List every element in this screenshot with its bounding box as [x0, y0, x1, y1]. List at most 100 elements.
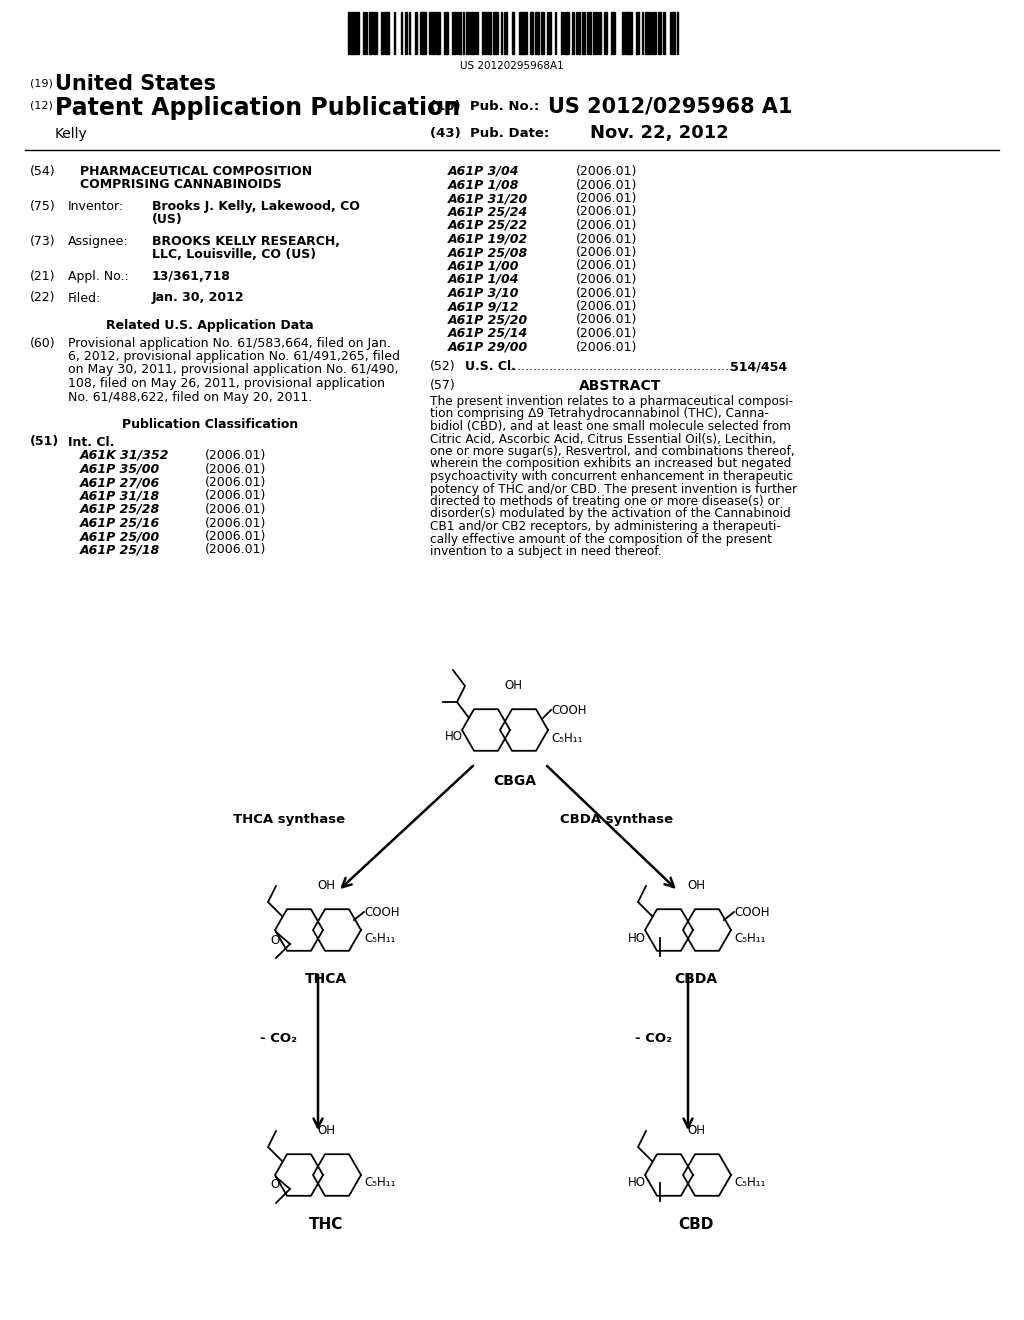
Text: COOH: COOH: [734, 906, 769, 919]
Bar: [672, 12, 674, 54]
Text: OH: OH: [687, 879, 705, 892]
Text: (2006.01): (2006.01): [205, 503, 266, 516]
Text: A61P 31/18: A61P 31/18: [80, 490, 160, 503]
Text: Kelly: Kelly: [55, 127, 88, 141]
Text: COOH: COOH: [551, 704, 587, 717]
Text: HO: HO: [445, 730, 463, 742]
Text: (2006.01): (2006.01): [575, 327, 637, 341]
Text: THC: THC: [309, 1217, 343, 1232]
Text: OH: OH: [504, 678, 522, 692]
Text: (2006.01): (2006.01): [575, 165, 637, 178]
Text: (2006.01): (2006.01): [575, 191, 637, 205]
Bar: [406, 12, 407, 54]
Bar: [352, 12, 355, 54]
Text: (2006.01): (2006.01): [205, 531, 266, 543]
Text: BROOKS KELLY RESEARCH,: BROOKS KELLY RESEARCH,: [152, 235, 340, 248]
Bar: [454, 12, 456, 54]
Bar: [420, 12, 422, 54]
Text: A61P 25/08: A61P 25/08: [449, 246, 528, 259]
Bar: [625, 12, 627, 54]
Text: Publication Classification: Publication Classification: [122, 418, 298, 432]
Text: (2006.01): (2006.01): [575, 178, 637, 191]
Text: C₅H₁₁: C₅H₁₁: [734, 932, 766, 945]
Text: bidiol (CBD), and at least one small molecule selected from: bidiol (CBD), and at least one small mol…: [430, 420, 791, 433]
Text: (60): (60): [30, 337, 55, 350]
Text: - CO₂: - CO₂: [635, 1031, 672, 1044]
Bar: [605, 12, 607, 54]
Text: CBD: CBD: [678, 1217, 714, 1232]
Text: Appl. No.:: Appl. No.:: [68, 271, 129, 282]
Bar: [522, 12, 524, 54]
Bar: [593, 12, 596, 54]
Bar: [525, 12, 527, 54]
Text: (21): (21): [30, 271, 55, 282]
Text: U.S. Cl.: U.S. Cl.: [465, 360, 516, 374]
Bar: [653, 12, 656, 54]
Text: Assignee:: Assignee:: [68, 235, 129, 248]
Text: (52): (52): [430, 360, 456, 374]
Bar: [489, 12, 490, 54]
Text: (2006.01): (2006.01): [575, 286, 637, 300]
Text: tion comprising Δ9 Tetrahydrocannabinol (THC), Canna-: tion comprising Δ9 Tetrahydrocannabinol …: [430, 408, 769, 421]
Bar: [381, 12, 383, 54]
Bar: [561, 12, 563, 54]
Text: 108, filed on May 26, 2011, provisional application: 108, filed on May 26, 2011, provisional …: [68, 378, 385, 389]
Text: A61P 25/18: A61P 25/18: [80, 544, 160, 557]
Bar: [348, 12, 350, 54]
Text: US 20120295968A1: US 20120295968A1: [460, 61, 564, 71]
Bar: [350, 12, 352, 54]
Text: (2006.01): (2006.01): [575, 341, 637, 354]
Text: A61P 25/00: A61P 25/00: [80, 531, 160, 543]
Text: - CO₂: - CO₂: [260, 1031, 297, 1044]
Text: (2006.01): (2006.01): [575, 232, 637, 246]
Text: The present invention relates to a pharmaceutical composi-: The present invention relates to a pharm…: [430, 395, 794, 408]
Text: (19): (19): [30, 78, 53, 88]
Text: O: O: [270, 933, 280, 946]
Bar: [362, 12, 365, 54]
Text: C₅H₁₁: C₅H₁₁: [364, 932, 395, 945]
Text: invention to a subject in need thereof.: invention to a subject in need thereof.: [430, 545, 662, 558]
Text: Provisional application No. 61/583,664, filed on Jan.: Provisional application No. 61/583,664, …: [68, 337, 391, 350]
Text: HO: HO: [628, 1176, 646, 1189]
Text: (73): (73): [30, 235, 55, 248]
Bar: [476, 12, 478, 54]
Text: CBDA synthase: CBDA synthase: [560, 813, 673, 826]
Text: Related U.S. Application Data: Related U.S. Application Data: [106, 319, 313, 333]
Text: directed to methods of treating one or more disease(s) or: directed to methods of treating one or m…: [430, 495, 780, 508]
Text: (2006.01): (2006.01): [205, 462, 266, 475]
Text: Citric Acid, Ascorbic Acid, Citrus Essential Oil(s), Lecithin,: Citric Acid, Ascorbic Acid, Citrus Essen…: [430, 433, 776, 446]
Text: (54): (54): [30, 165, 55, 178]
Text: wherein the composition exhibits an increased but negated: wherein the composition exhibits an incr…: [430, 458, 792, 470]
Text: A61P 19/02: A61P 19/02: [449, 232, 528, 246]
Text: (22): (22): [30, 292, 55, 305]
Bar: [357, 12, 359, 54]
Text: A61P 35/00: A61P 35/00: [80, 462, 160, 475]
Text: (2006.01): (2006.01): [575, 246, 637, 259]
Text: THCA synthase: THCA synthase: [232, 813, 345, 826]
Text: A61P 27/06: A61P 27/06: [80, 477, 160, 488]
Text: A61P 1/08: A61P 1/08: [449, 178, 519, 191]
Bar: [565, 12, 567, 54]
Bar: [613, 12, 615, 54]
Text: A61P 25/22: A61P 25/22: [449, 219, 528, 232]
Bar: [484, 12, 486, 54]
Text: (2006.01): (2006.01): [575, 260, 637, 272]
Text: 6, 2012, provisional application No. 61/491,265, filed: 6, 2012, provisional application No. 61/…: [68, 350, 400, 363]
Bar: [429, 12, 431, 54]
Bar: [444, 12, 446, 54]
Text: A61P 1/00: A61P 1/00: [449, 260, 519, 272]
Text: O: O: [270, 1179, 280, 1192]
Text: (12): (12): [30, 100, 53, 110]
Text: (2006.01): (2006.01): [575, 300, 637, 313]
Text: (10)  Pub. No.:: (10) Pub. No.:: [430, 100, 540, 114]
Text: C₅H₁₁: C₅H₁₁: [734, 1176, 766, 1189]
Text: OH: OH: [687, 1125, 705, 1137]
Text: Inventor:: Inventor:: [68, 201, 124, 213]
Text: on May 30, 2011, provisional application No. 61/490,: on May 30, 2011, provisional application…: [68, 363, 398, 376]
Text: A61P 25/28: A61P 25/28: [80, 503, 160, 516]
Bar: [578, 12, 580, 54]
Bar: [599, 12, 601, 54]
Text: US 2012/0295968 A1: US 2012/0295968 A1: [548, 96, 793, 116]
Text: (2006.01): (2006.01): [205, 544, 266, 557]
Text: (2006.01): (2006.01): [575, 206, 637, 219]
